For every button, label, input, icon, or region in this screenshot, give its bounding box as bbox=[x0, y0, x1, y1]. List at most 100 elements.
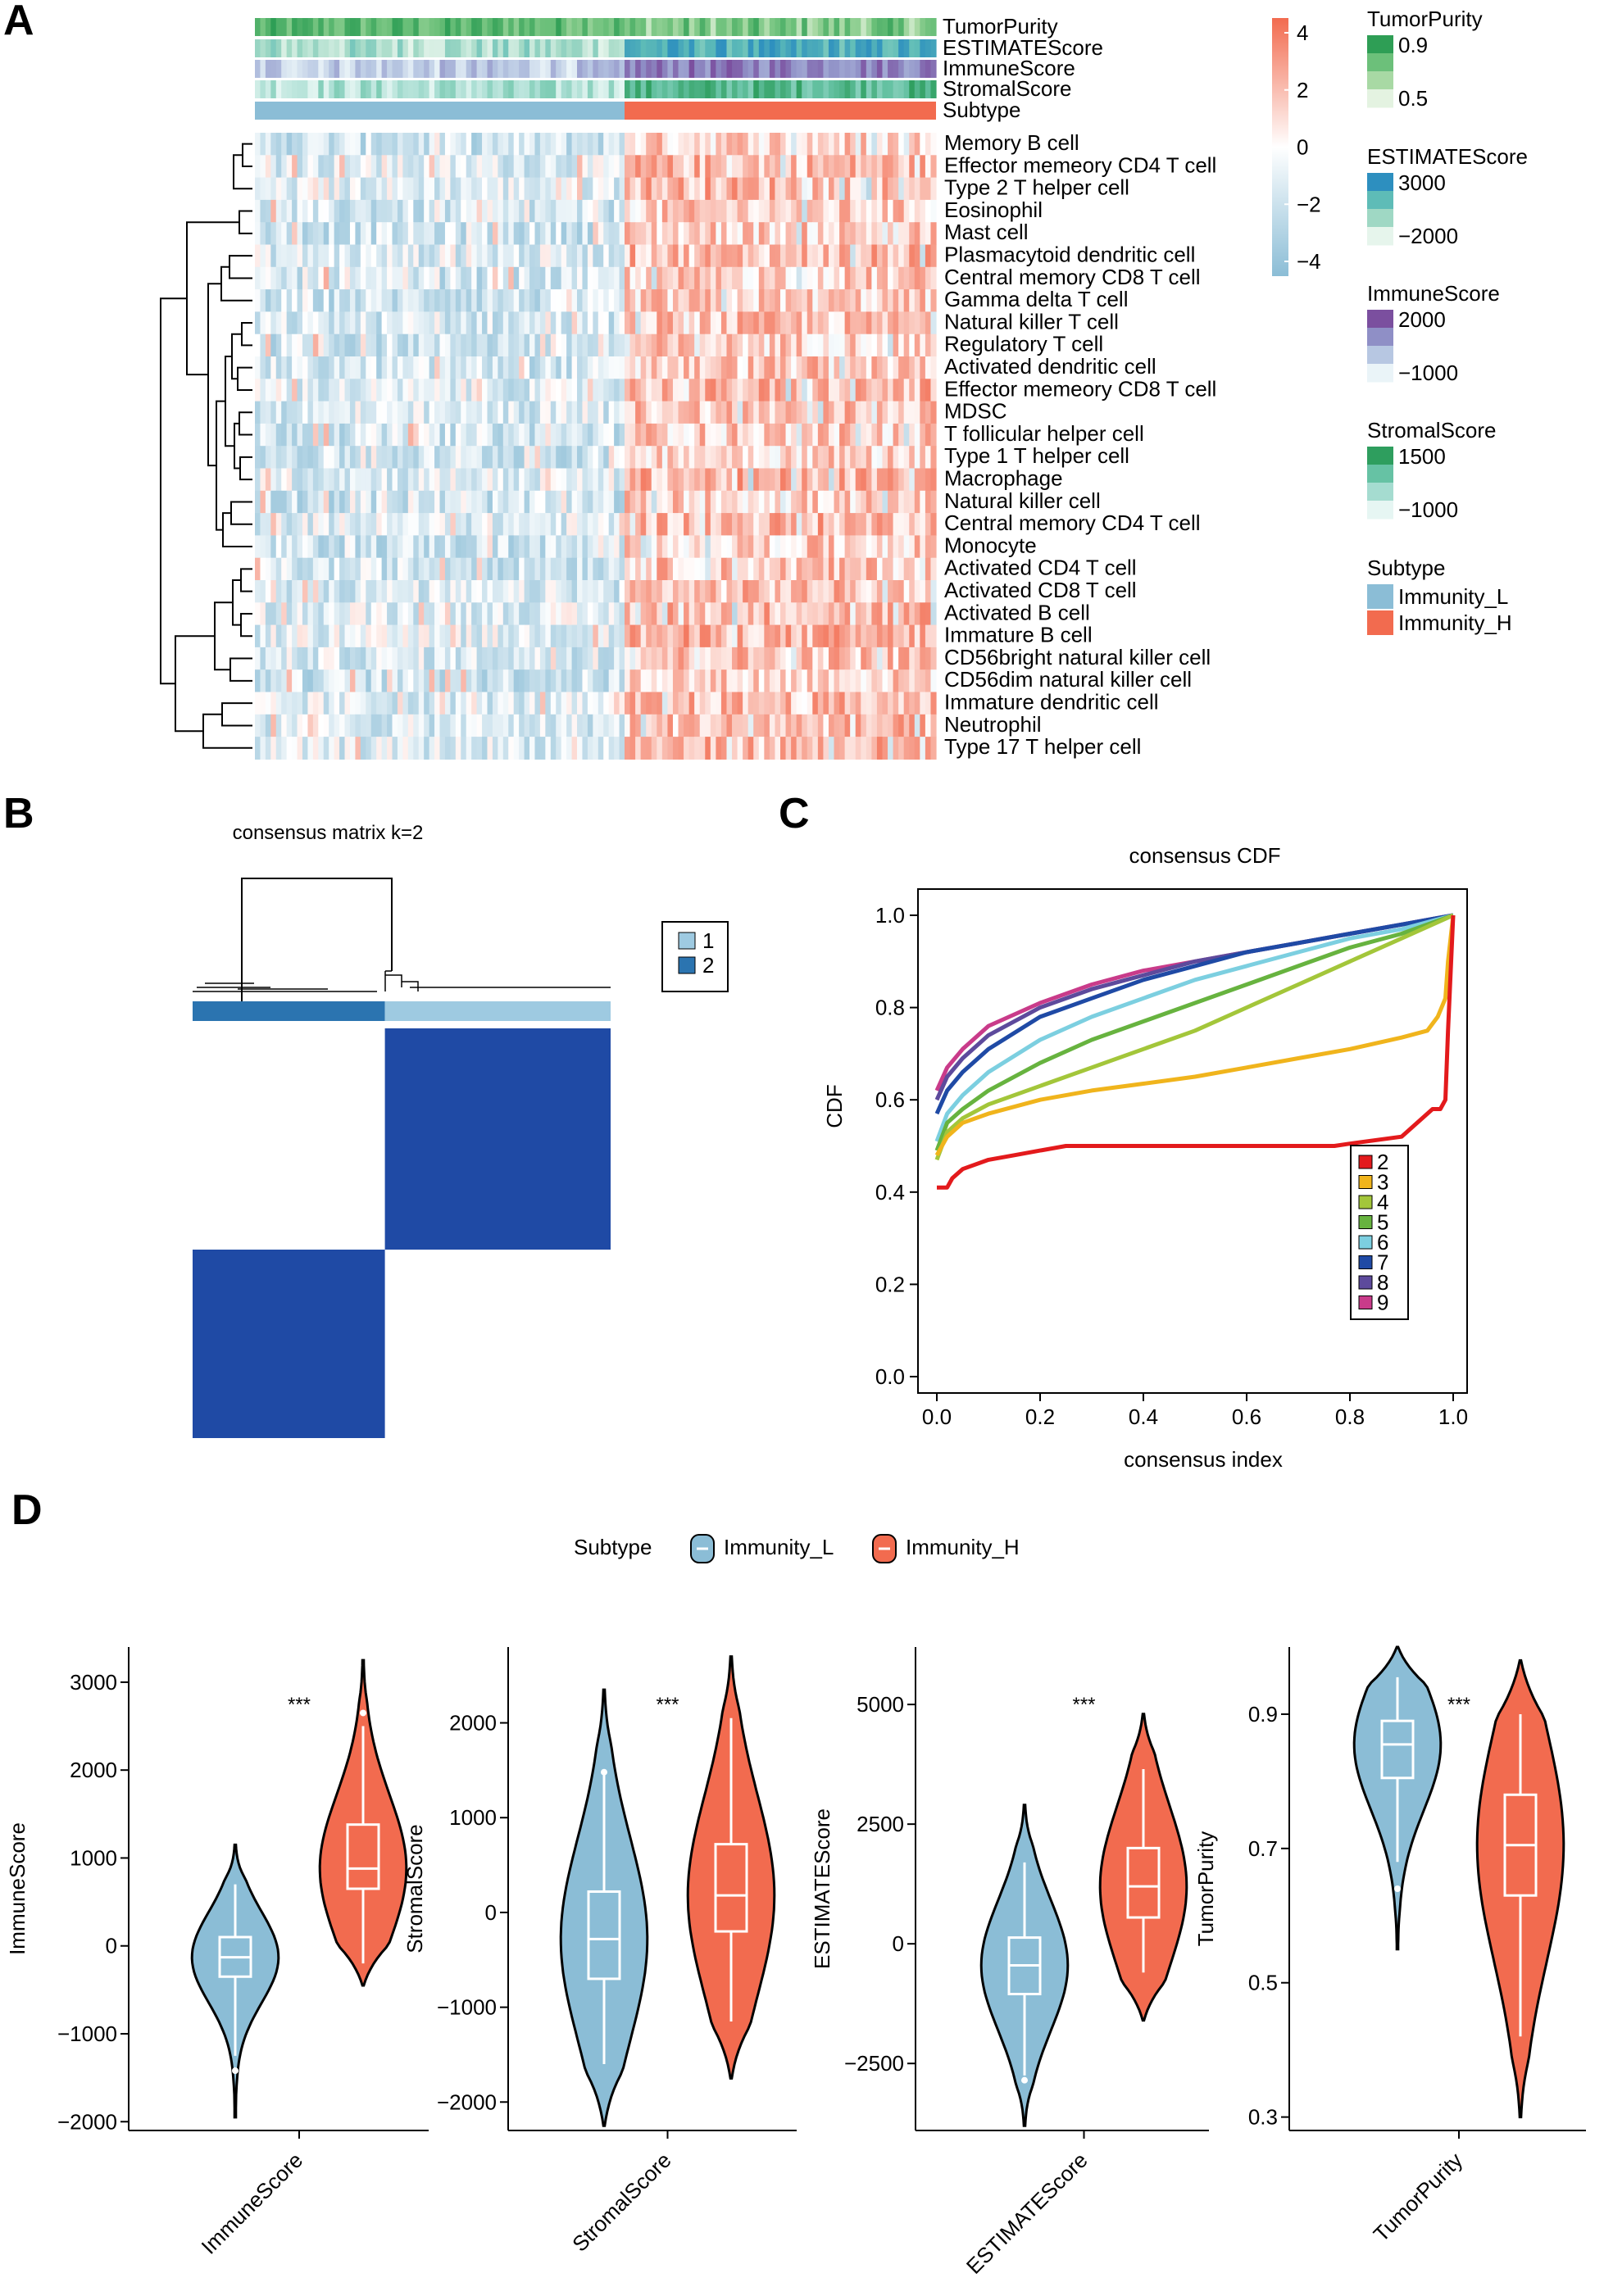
track-cell bbox=[566, 18, 573, 36]
subtype-legend[interactable]: Subtype Immunity_L Immunity_H bbox=[574, 1534, 1020, 1563]
heatmap-cell bbox=[370, 379, 377, 402]
track-cell bbox=[802, 18, 808, 36]
heatmap-cell bbox=[307, 401, 314, 424]
heatmap-cell bbox=[370, 557, 377, 581]
heatmap-cell bbox=[434, 647, 441, 670]
heatmap-cell bbox=[608, 490, 615, 514]
track-cell bbox=[556, 60, 562, 78]
heatmap-cell bbox=[339, 490, 346, 514]
heatmap-cell bbox=[850, 177, 857, 201]
track-cell bbox=[275, 39, 282, 57]
heatmap-cell bbox=[850, 379, 857, 402]
heatmap-cell bbox=[603, 580, 610, 603]
box bbox=[587, 1890, 621, 1981]
heatmap-cell bbox=[539, 490, 546, 514]
heatmap-cell bbox=[582, 468, 588, 492]
heatmap-cell bbox=[893, 513, 899, 536]
heatmap-cell bbox=[769, 490, 776, 514]
track-cell bbox=[844, 39, 851, 57]
heatmap-cell bbox=[705, 446, 711, 470]
heatmap-cell bbox=[502, 356, 509, 379]
heatmap-cell bbox=[556, 624, 562, 648]
heatmap-row bbox=[255, 356, 937, 379]
heatmap-cell bbox=[614, 199, 620, 223]
heatmap-cell bbox=[909, 468, 916, 492]
heatmap-cell bbox=[344, 379, 351, 402]
heatmap-cell bbox=[598, 446, 604, 470]
track-cell bbox=[871, 60, 878, 78]
track-cell bbox=[678, 39, 684, 57]
heatmap-cell bbox=[429, 155, 435, 179]
heatmap-cell bbox=[275, 602, 282, 626]
heatmap-cell bbox=[397, 580, 403, 603]
heatmap-cell bbox=[747, 557, 754, 581]
track-cell bbox=[603, 60, 610, 78]
heatmap-cell bbox=[661, 423, 669, 447]
heatmap-cell bbox=[429, 311, 435, 335]
track-cell bbox=[914, 39, 920, 57]
heatmap-cell bbox=[360, 423, 366, 447]
heatmap-cell bbox=[392, 692, 398, 715]
heatmap-cell bbox=[471, 692, 478, 715]
heatmap-cell bbox=[577, 334, 584, 357]
heatmap-cell bbox=[297, 379, 303, 402]
heatmap-cell bbox=[297, 155, 303, 179]
heatmap-cell bbox=[366, 624, 372, 648]
heatmap-cell bbox=[513, 311, 520, 335]
heatmap-cell bbox=[898, 266, 905, 290]
track-cell bbox=[720, 39, 728, 57]
heatmap-cell bbox=[297, 647, 303, 670]
heatmap-cell bbox=[925, 423, 932, 447]
track-cell bbox=[255, 60, 261, 78]
heatmap-cell bbox=[635, 177, 642, 201]
heatmap-cell bbox=[329, 468, 335, 492]
heatmap-cell bbox=[882, 624, 888, 648]
heatmap-cell bbox=[834, 155, 840, 179]
heatmap-cell bbox=[726, 692, 733, 715]
heatmap-cell bbox=[646, 311, 652, 335]
heatmap-cell bbox=[834, 692, 840, 715]
legend-swatch bbox=[1367, 35, 1393, 54]
heatmap-cell bbox=[828, 737, 835, 760]
heatmap-cell bbox=[796, 737, 802, 760]
heatmap-cell bbox=[593, 177, 599, 201]
heatmap-cell bbox=[577, 401, 584, 424]
heatmap-cell bbox=[699, 580, 706, 603]
track-cell bbox=[839, 60, 846, 78]
heatmap-cell bbox=[888, 334, 894, 357]
heatmap-cell bbox=[556, 401, 562, 424]
heatmap-cell bbox=[598, 311, 604, 335]
heatmap-cell bbox=[455, 692, 461, 715]
dendrogram-branch bbox=[233, 154, 252, 190]
heatmap-cell bbox=[539, 513, 546, 536]
heatmap-cell bbox=[646, 557, 652, 581]
heatmap-cell bbox=[855, 177, 861, 201]
violin-immunity_l bbox=[979, 1804, 1070, 2127]
heatmap-cell bbox=[614, 266, 620, 290]
heatmap-cell bbox=[439, 199, 446, 223]
heatmap-cell bbox=[834, 468, 840, 492]
heatmap-cell bbox=[550, 379, 557, 402]
heatmap-cell bbox=[402, 379, 409, 402]
heatmap-cell bbox=[629, 401, 636, 424]
heatmap-cell bbox=[871, 244, 878, 268]
heatmap-cell bbox=[850, 535, 857, 559]
heatmap-cell bbox=[571, 624, 578, 648]
heatmap-cell bbox=[629, 379, 636, 402]
heatmap-cell bbox=[688, 311, 695, 335]
heatmap-cell bbox=[593, 692, 599, 715]
heatmap-cell bbox=[614, 513, 620, 536]
heatmap-cell bbox=[716, 513, 722, 536]
heatmap-cell bbox=[871, 580, 878, 603]
heatmap-cell bbox=[381, 468, 388, 492]
heatmap-cell bbox=[629, 669, 636, 693]
heatmap-cell bbox=[764, 356, 770, 379]
heatmap-cell bbox=[893, 356, 899, 379]
heatmap-cell bbox=[275, 379, 282, 402]
heatmap-cell bbox=[360, 580, 366, 603]
heatmap-cell bbox=[651, 311, 657, 335]
heatmap-cell bbox=[424, 222, 430, 246]
heatmap-cell bbox=[513, 513, 520, 536]
heatmap-cell bbox=[534, 513, 541, 536]
heatmap-cell bbox=[635, 155, 642, 179]
